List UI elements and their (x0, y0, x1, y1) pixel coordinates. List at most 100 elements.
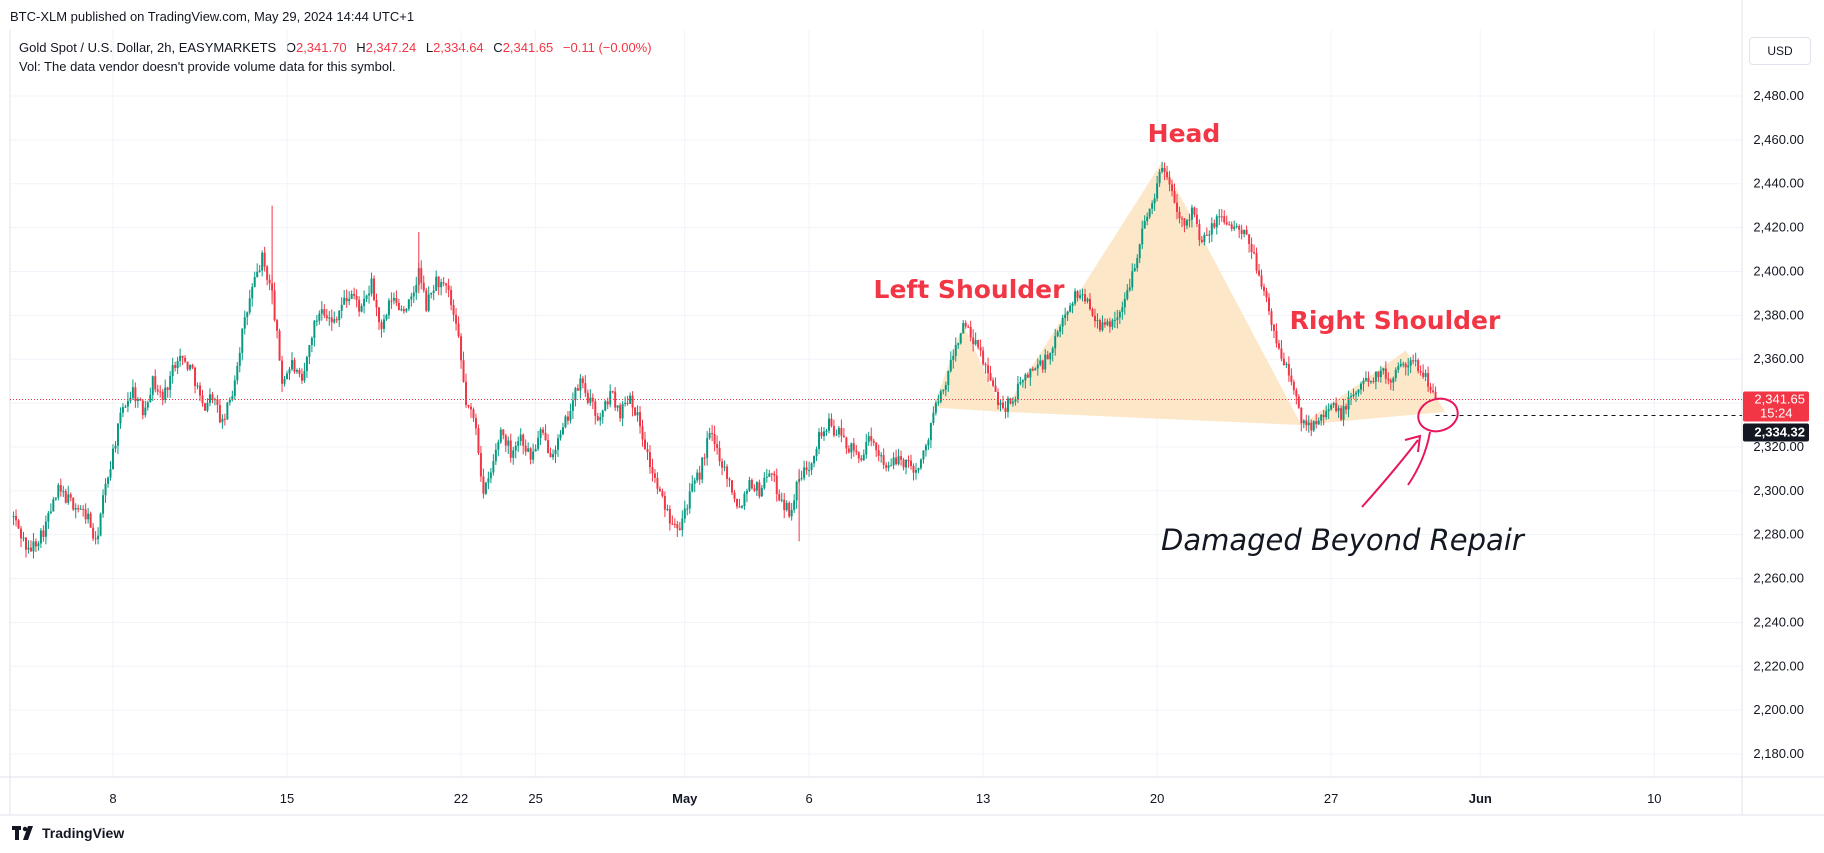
candle-body (226, 402, 229, 420)
symbol-legend: Gold Spot / U.S. Dollar, 2h, EASYMARKETS… (19, 40, 652, 55)
candle-body (815, 448, 818, 457)
candle-body (648, 452, 651, 468)
candle-body (20, 528, 23, 539)
candle-body (328, 317, 331, 319)
candle-body (432, 290, 435, 293)
price-tick-label: 2,360.00 (1753, 351, 1804, 366)
candle-body (412, 292, 415, 297)
candle-body (1088, 298, 1091, 310)
candle-body (840, 427, 843, 436)
candle-body (1417, 360, 1420, 372)
candle-body (900, 456, 903, 460)
candle-body (1190, 207, 1193, 220)
candle-body (656, 477, 659, 489)
candle-body (1071, 303, 1074, 306)
candle-body (678, 528, 681, 530)
candle-body (1382, 368, 1385, 371)
candle-body (1409, 360, 1412, 366)
candle-body (373, 278, 376, 301)
candle-body (1282, 358, 1285, 366)
candle-body (917, 468, 920, 471)
candle-body (1347, 397, 1350, 410)
candle-body (867, 436, 870, 442)
candle-body (1016, 383, 1019, 400)
candle-body (1036, 364, 1039, 369)
candle-body (1285, 364, 1288, 366)
tradingview-brand[interactable]: TradingView (12, 825, 124, 841)
candle-body (1176, 202, 1179, 212)
currency-button[interactable]: USD (1749, 37, 1811, 65)
candle-body (119, 412, 122, 424)
candle-body (890, 465, 893, 467)
candle-body (1113, 319, 1116, 321)
candle-body (251, 286, 254, 299)
candle-body (763, 477, 766, 488)
candle-body (276, 320, 279, 331)
time-tick-label: 8 (109, 791, 116, 806)
candle-body (974, 340, 977, 345)
candle-body (524, 445, 527, 452)
candle-body (542, 429, 545, 433)
candle-body (29, 547, 32, 552)
candle-body (184, 357, 187, 362)
candle-body (569, 410, 572, 421)
candle-body (392, 297, 395, 301)
candle-body (676, 524, 679, 529)
candle-body (1350, 396, 1353, 398)
candle-body (547, 440, 550, 454)
candle-body (104, 483, 107, 496)
candle-body (1006, 398, 1009, 412)
candle-body (666, 508, 669, 510)
candle-body (1066, 311, 1069, 315)
candle-body (387, 300, 390, 316)
candle-body (494, 449, 497, 462)
candle-body (800, 477, 803, 479)
candle-body (233, 380, 236, 397)
candle-body (102, 495, 105, 514)
candle-body (469, 406, 472, 410)
time-tick-label: 27 (1324, 791, 1338, 806)
candle-body (922, 450, 925, 460)
candle-body (300, 373, 303, 381)
candle-body (783, 499, 786, 511)
label-left-shoulder: Left Shoulder (874, 275, 1066, 304)
candle-body (477, 428, 480, 454)
candle-body (972, 337, 975, 345)
candle-body (862, 454, 865, 460)
candle-body (1116, 317, 1119, 320)
candle-body (216, 399, 219, 406)
candle-body (895, 457, 898, 465)
candle-body (487, 478, 490, 483)
label-damaged-beyond-repair: Damaged Beyond Repair (1161, 523, 1526, 557)
candle-body (850, 443, 853, 453)
candle-body (1322, 414, 1325, 418)
symbol-title[interactable]: Gold Spot / U.S. Dollar, 2h, EASYMARKETS (19, 40, 277, 55)
candle-body (246, 312, 249, 318)
candle-body (723, 466, 726, 468)
candle-body (601, 410, 604, 418)
candle-body (907, 459, 910, 461)
candle-body (345, 297, 348, 302)
candle-body (832, 426, 835, 436)
candle-body (1394, 369, 1397, 379)
candle-body (218, 405, 221, 423)
time-tick-label: 22 (454, 791, 468, 806)
low-value: 2,334.64 (433, 40, 484, 55)
candle-body (1250, 244, 1253, 253)
candle-body (1029, 368, 1032, 378)
candle-body (179, 355, 182, 361)
candle-body (1178, 211, 1181, 219)
candle-body (467, 404, 470, 407)
candle-body (1340, 408, 1343, 420)
candle-body (1026, 374, 1029, 378)
candle-body (12, 516, 15, 518)
candle-body (1255, 253, 1258, 271)
candle-body (621, 403, 624, 419)
candle-body (350, 293, 353, 299)
candle-body (604, 401, 607, 411)
candle-body (474, 417, 477, 429)
candle-body (1103, 322, 1106, 325)
candle-body (154, 376, 157, 390)
time-tick-label: 10 (1647, 791, 1661, 806)
